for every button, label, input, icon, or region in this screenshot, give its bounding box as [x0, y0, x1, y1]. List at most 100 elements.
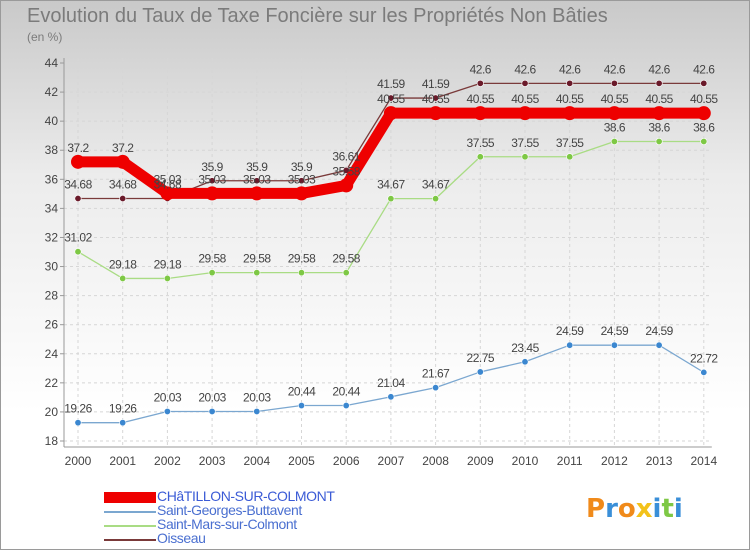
data-label: 34.68 [154, 177, 182, 191]
data-point [521, 153, 529, 161]
x-tick-label: 2006 [333, 454, 360, 468]
data-point [387, 195, 395, 203]
data-label: 21.67 [422, 367, 450, 381]
y-tick-label: 36 [45, 172, 59, 186]
data-label: 37.55 [556, 136, 584, 150]
data-point [387, 94, 395, 102]
data-point [610, 79, 618, 87]
data-label: 35.03 [243, 172, 271, 186]
y-tick-label: 18 [45, 434, 59, 448]
data-point [432, 384, 440, 392]
data-label: 20.03 [154, 390, 182, 404]
data-point [610, 138, 618, 146]
data-label: 35.03 [288, 172, 316, 186]
logo-letter: i [652, 494, 662, 524]
data-point [655, 79, 663, 87]
logo-letter: o [617, 494, 636, 524]
data-label: 42.6 [559, 62, 581, 76]
x-tick-label: 2011 [557, 454, 583, 468]
data-label: 22.75 [467, 351, 495, 365]
x-tick-label: 2009 [467, 454, 494, 468]
data-label: 42.6 [470, 62, 492, 76]
y-tick-label: 22 [45, 376, 59, 390]
y-tick-label: 30 [45, 260, 59, 274]
data-label: 37.2 [67, 141, 89, 155]
data-point [249, 186, 264, 201]
data-label: 20.03 [243, 390, 271, 404]
data-label: 20.44 [332, 385, 360, 399]
x-tick-label: 2003 [199, 454, 226, 468]
data-label: 24.59 [601, 324, 629, 338]
data-point [297, 402, 305, 410]
data-point [208, 177, 216, 185]
data-point [566, 153, 574, 161]
data-point [119, 194, 127, 202]
data-point [696, 106, 711, 121]
data-point [432, 94, 440, 102]
data-point [339, 178, 354, 193]
data-label: 23.45 [511, 341, 539, 355]
data-point [160, 186, 175, 201]
data-label: 38.6 [648, 121, 670, 135]
x-tick-label: 2004 [243, 454, 270, 468]
x-tick-label: 2002 [154, 454, 181, 468]
data-point [294, 186, 309, 201]
data-label: 29.18 [154, 257, 182, 271]
data-point [432, 195, 440, 203]
data-point [253, 269, 261, 277]
data-label: 41.59 [422, 77, 450, 91]
data-point [521, 358, 529, 366]
data-label: 35.03 [154, 172, 182, 186]
data-point [74, 419, 82, 427]
data-label: 40.55 [511, 92, 539, 106]
y-tick-label: 32 [45, 230, 59, 244]
data-label: 40.55 [690, 92, 718, 106]
data-label: 31.02 [64, 231, 92, 245]
data-label: 40.55 [422, 92, 450, 106]
data-label: 35.03 [198, 172, 226, 186]
data-point [566, 341, 574, 349]
y-tick-label: 38 [45, 143, 59, 157]
data-label: 42.6 [604, 62, 626, 76]
data-label: 34.68 [64, 177, 92, 191]
legend-swatch [104, 525, 156, 527]
data-point [476, 368, 484, 376]
data-point [253, 407, 261, 415]
data-label: 19.26 [109, 402, 137, 416]
y-tick-label: 24 [45, 347, 59, 361]
data-label: 29.18 [109, 257, 137, 271]
data-point [342, 269, 350, 277]
data-label: 40.55 [556, 92, 584, 106]
data-label: 35.9 [201, 160, 223, 174]
data-point [700, 368, 708, 376]
data-label: 34.67 [377, 178, 405, 192]
data-label: 41.59 [377, 77, 405, 91]
proxiti-logo: Proxiti [586, 494, 683, 524]
data-point [208, 269, 216, 277]
logo-letter: P [586, 494, 606, 524]
y-tick-label: 34 [45, 201, 59, 215]
x-tick-label: 2010 [512, 454, 539, 468]
data-label: 35.9 [291, 160, 313, 174]
data-label: 19.26 [64, 402, 92, 416]
logo-letter: x [635, 494, 653, 524]
data-point [562, 106, 577, 121]
data-point [700, 79, 708, 87]
x-tick-label: 2013 [646, 454, 673, 468]
legend-label: Saint-Mars-sur-Colmont [157, 516, 297, 532]
data-label: 29.58 [198, 252, 226, 266]
data-label: 20.03 [198, 390, 226, 404]
data-point [521, 79, 529, 87]
data-label: 29.58 [288, 252, 316, 266]
data-point [476, 79, 484, 87]
data-label: 36.61 [332, 149, 360, 163]
chart-title: Evolution du Taux de Taxe Foncière sur l… [27, 5, 608, 27]
legend-swatch [104, 492, 156, 503]
legend-label: Saint-Georges-Buttavent [157, 502, 302, 518]
data-point [74, 194, 82, 202]
data-label: 21.04 [377, 376, 405, 390]
legend-swatch [104, 511, 156, 513]
x-tick-label: 2005 [288, 454, 315, 468]
data-point [476, 153, 484, 161]
data-point [655, 341, 663, 349]
